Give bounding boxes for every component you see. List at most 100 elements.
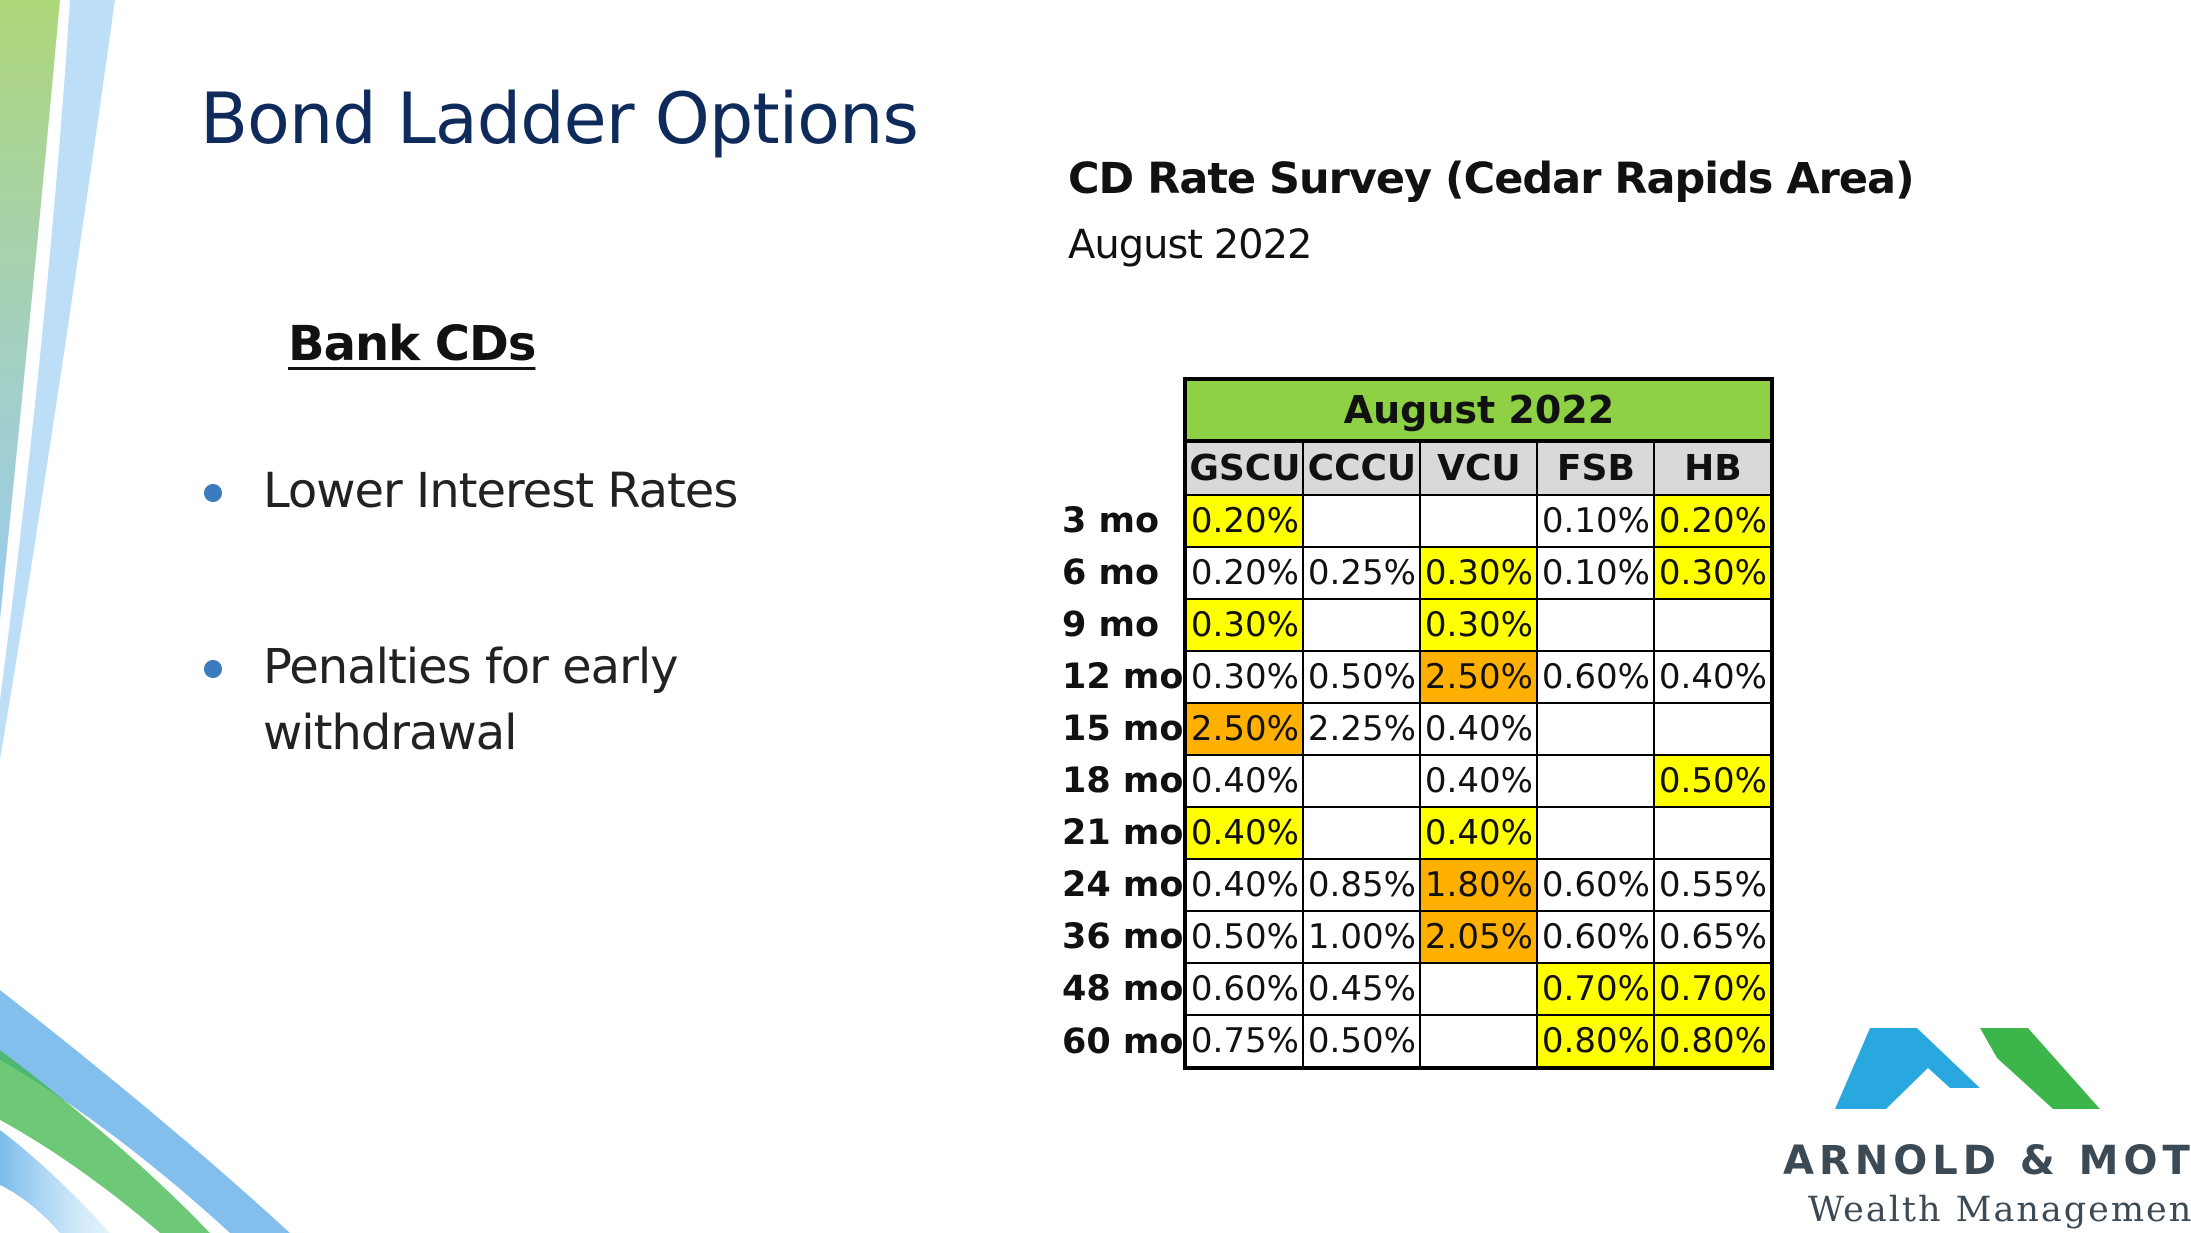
rate-cell: 2.25% bbox=[1302, 702, 1422, 756]
rate-cell: 1.00% bbox=[1302, 910, 1422, 964]
rate-cell: 1.80% bbox=[1419, 858, 1539, 912]
rate-cell bbox=[1419, 1014, 1539, 1070]
rate-cell: 0.20% bbox=[1184, 546, 1305, 600]
bullet-dot-icon bbox=[204, 484, 222, 502]
rate-cell: 0.80% bbox=[1536, 1014, 1656, 1070]
logo-name: ARNOLD & MOTE bbox=[1783, 1138, 2191, 1184]
rate-cell: 0.40% bbox=[1653, 650, 1775, 704]
rate-cell: 0.60% bbox=[1536, 910, 1656, 964]
rate-cell: 0.60% bbox=[1184, 962, 1305, 1016]
rate-cell: 2.50% bbox=[1184, 702, 1305, 756]
rate-cell: 0.10% bbox=[1536, 546, 1656, 600]
bullet-item: Penalties for early withdrawal bbox=[200, 634, 840, 766]
row-term-label: 18 mo bbox=[1062, 755, 1188, 807]
rate-cell: 0.40% bbox=[1184, 858, 1305, 912]
rate-cell: 0.30% bbox=[1653, 546, 1775, 600]
column-header: VCU bbox=[1419, 440, 1539, 496]
section-heading: Bank CDs bbox=[288, 316, 536, 372]
arnold-mote-logo-icon bbox=[1835, 1028, 2100, 1109]
rate-cell: 0.40% bbox=[1419, 754, 1539, 808]
table-row: 6 mo 0.20% 0.25% 0.30% 0.10% 0.30% bbox=[1062, 546, 1775, 600]
rate-cell: 0.10% bbox=[1536, 494, 1656, 548]
rate-cell bbox=[1419, 494, 1539, 548]
rate-cell: 0.40% bbox=[1184, 806, 1305, 860]
bullet-dot-icon bbox=[204, 660, 222, 678]
column-header: HB bbox=[1653, 440, 1775, 496]
row-term-label: 15 mo bbox=[1062, 703, 1188, 755]
table-row: 36 mo 0.50% 1.00% 2.05% 0.60% 0.65% bbox=[1062, 910, 1775, 964]
survey-subtitle: August 2022 bbox=[1068, 222, 1312, 268]
table-corner bbox=[1062, 441, 1188, 495]
rate-cell: 0.80% bbox=[1653, 1014, 1775, 1070]
rate-cell bbox=[1302, 806, 1422, 860]
rate-cell: 0.20% bbox=[1184, 494, 1305, 548]
table-corner bbox=[1062, 379, 1185, 441]
column-header: CCCU bbox=[1302, 440, 1422, 496]
rate-cell bbox=[1653, 702, 1775, 756]
row-term-label: 24 mo bbox=[1062, 859, 1188, 911]
rate-cell bbox=[1653, 806, 1775, 860]
rate-cell: 0.65% bbox=[1653, 910, 1775, 964]
row-term-label: 21 mo bbox=[1062, 807, 1188, 859]
bullet-list: Lower Interest Rates Penalties for early… bbox=[200, 458, 840, 766]
table-row: 18 mo 0.40% 0.40% 0.50% bbox=[1062, 754, 1775, 808]
bullet-text: Lower Interest Rates bbox=[263, 463, 738, 519]
rate-cell: 0.55% bbox=[1653, 858, 1775, 912]
row-term-label: 12 mo bbox=[1062, 651, 1188, 703]
table-row: 3 mo 0.20% 0.10% 0.20% bbox=[1062, 494, 1775, 548]
rate-cell: 0.20% bbox=[1653, 494, 1775, 548]
cd-rate-table: August 2022 GSCU CCCU VCU FSB HB 3 mo 0.20% 0.… bbox=[1062, 377, 1775, 1070]
rate-cell: 0.40% bbox=[1419, 702, 1539, 756]
table-row: 60 mo 0.75% 0.50% 0.80% 0.80% bbox=[1062, 1014, 1775, 1070]
rate-cell: 0.30% bbox=[1184, 650, 1305, 704]
bullet-item: Lower Interest Rates bbox=[200, 458, 840, 524]
column-header: FSB bbox=[1536, 440, 1656, 496]
table-row: 15 mo 2.50% 2.25% 0.40% bbox=[1062, 702, 1775, 756]
table-row: 21 mo 0.40% 0.40% bbox=[1062, 806, 1775, 860]
rate-cell: 0.75% bbox=[1184, 1014, 1305, 1070]
rate-cell: 0.70% bbox=[1653, 962, 1775, 1016]
row-term-label: 9 mo bbox=[1062, 599, 1188, 651]
rate-cell: 0.50% bbox=[1302, 1014, 1422, 1070]
column-header: GSCU bbox=[1184, 440, 1305, 496]
rate-cell: 0.70% bbox=[1536, 962, 1656, 1016]
rate-cell bbox=[1302, 494, 1422, 548]
rate-cell bbox=[1536, 598, 1656, 652]
rate-cell bbox=[1536, 754, 1656, 808]
table-row: 9 mo 0.30% 0.30% bbox=[1062, 598, 1775, 652]
rate-cell: 0.30% bbox=[1419, 598, 1539, 652]
row-term-label: 36 mo bbox=[1062, 911, 1188, 963]
rate-cell: 0.45% bbox=[1302, 962, 1422, 1016]
row-term-label: 3 mo bbox=[1062, 495, 1188, 547]
rate-cell bbox=[1536, 702, 1656, 756]
rate-cell bbox=[1419, 962, 1539, 1016]
table-row: 12 mo 0.30% 0.50% 2.50% 0.60% 0.40% bbox=[1062, 650, 1775, 704]
table-banner: August 2022 bbox=[1183, 377, 1775, 443]
row-term-label: 60 mo bbox=[1062, 1015, 1188, 1068]
row-term-label: 48 mo bbox=[1062, 963, 1188, 1015]
rate-cell: 0.40% bbox=[1419, 806, 1539, 860]
rate-cell: 0.50% bbox=[1184, 910, 1305, 964]
rate-cell bbox=[1653, 598, 1775, 652]
rate-cell: 0.30% bbox=[1419, 546, 1539, 600]
rate-cell: 0.60% bbox=[1536, 650, 1656, 704]
rate-cell: 0.25% bbox=[1302, 546, 1422, 600]
rate-cell: 0.85% bbox=[1302, 858, 1422, 912]
table-body: 3 mo 0.20% 0.10% 0.20% 6 mo 0.20% 0.25% 0.30% 0.… bbox=[1062, 494, 1775, 1070]
rate-cell: 0.50% bbox=[1302, 650, 1422, 704]
row-term-label: 6 mo bbox=[1062, 547, 1188, 599]
bullet-text: Penalties for early withdrawal bbox=[263, 639, 679, 761]
rate-cell: 0.30% bbox=[1184, 598, 1305, 652]
table-row: 24 mo 0.40% 0.85% 1.80% 0.60% 0.55% bbox=[1062, 858, 1775, 912]
rate-cell: 0.50% bbox=[1653, 754, 1775, 808]
column-header-row: GSCU CCCU VCU FSB HB bbox=[1062, 440, 1775, 496]
slide-title: Bond Ladder Options bbox=[200, 78, 919, 160]
rate-cell: 2.05% bbox=[1419, 910, 1539, 964]
logo-tagline: Wealth Management bbox=[1808, 1190, 2191, 1230]
rate-cell bbox=[1536, 806, 1656, 860]
table-row: 48 mo 0.60% 0.45% 0.70% 0.70% bbox=[1062, 962, 1775, 1016]
rate-cell bbox=[1302, 598, 1422, 652]
rate-cell: 0.60% bbox=[1536, 858, 1656, 912]
survey-title: CD Rate Survey (Cedar Rapids Area) bbox=[1068, 154, 1915, 204]
